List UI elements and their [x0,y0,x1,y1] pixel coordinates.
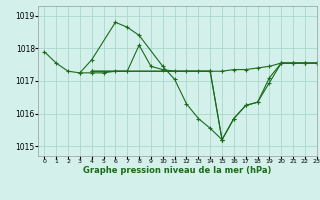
X-axis label: Graphe pression niveau de la mer (hPa): Graphe pression niveau de la mer (hPa) [84,166,272,175]
